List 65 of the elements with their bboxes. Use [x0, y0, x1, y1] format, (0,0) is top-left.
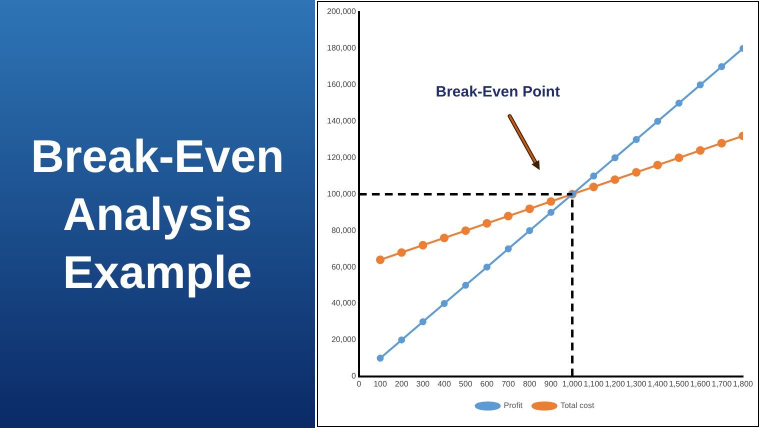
x-tick-label: 1,300 — [626, 379, 647, 388]
y-tick-label: 20,000 — [331, 335, 356, 344]
point — [610, 175, 620, 184]
point — [525, 204, 534, 214]
x-tick-label: 400 — [438, 379, 452, 388]
x-tick-label: 1,100 — [584, 379, 604, 388]
point — [546, 197, 556, 206]
point — [675, 100, 682, 107]
legend-label: Total cost — [560, 401, 596, 410]
x-tick-label: 1,400 — [648, 379, 668, 388]
y-tick-label: 40,000 — [331, 298, 356, 308]
x-tick-label: 200 — [394, 379, 409, 388]
point — [654, 118, 662, 125]
y-tick-label: 80,000 — [331, 226, 356, 235]
x-tick-label: 700 — [502, 379, 516, 388]
point — [632, 136, 640, 144]
point — [526, 227, 534, 234]
x-tick-label: 1,700 — [712, 379, 732, 388]
point — [632, 168, 641, 177]
point — [376, 255, 385, 264]
point — [440, 234, 449, 242]
point — [418, 240, 428, 250]
point — [398, 336, 406, 344]
x-tick-label: 100 — [374, 379, 388, 388]
x-tick-label: 1,500 — [668, 379, 690, 388]
point — [696, 146, 705, 155]
point — [376, 354, 384, 362]
x-tick-label: 600 — [480, 379, 494, 388]
x-tick-label: 1,000 — [562, 379, 583, 388]
point — [590, 172, 598, 180]
point — [462, 282, 470, 289]
point — [419, 318, 426, 326]
y-tick-label: 60,000 — [331, 262, 356, 272]
y-tick-label: 100,000 — [326, 189, 356, 198]
point — [653, 160, 662, 170]
point — [611, 154, 618, 162]
x-tick-label: 900 — [544, 379, 558, 388]
point — [440, 300, 448, 308]
y-tick-label: 200,000 — [326, 7, 356, 16]
point — [482, 219, 492, 228]
x-tick-label: 800 — [522, 379, 537, 388]
point — [483, 264, 490, 271]
point — [547, 208, 554, 216]
point — [589, 182, 598, 192]
x-tick-label: 1,200 — [604, 379, 626, 388]
y-tick-label: 180,000 — [326, 44, 356, 53]
legend-label: Profit — [504, 401, 524, 410]
x-tick-label: 300 — [416, 379, 430, 388]
point — [504, 212, 513, 220]
point — [461, 226, 470, 235]
point — [717, 138, 726, 148]
y-tick-label: 160,000 — [326, 80, 356, 90]
x-tick-label: 1,800 — [732, 379, 754, 388]
point — [397, 248, 406, 257]
annotation: Break-Even Point — [436, 83, 560, 100]
point — [504, 245, 512, 252]
point — [696, 81, 704, 88]
y-tick-label: 0 — [351, 372, 356, 381]
point — [674, 153, 684, 162]
x-tick-label: 1,600 — [690, 379, 711, 388]
y-tick-label: 120,000 — [326, 152, 356, 162]
text: Break-Even Analysis Example — [30, 129, 286, 300]
point — [718, 63, 726, 70]
y-tick-label: 140,000 — [326, 116, 356, 126]
x-tick-label: 500 — [458, 379, 473, 388]
